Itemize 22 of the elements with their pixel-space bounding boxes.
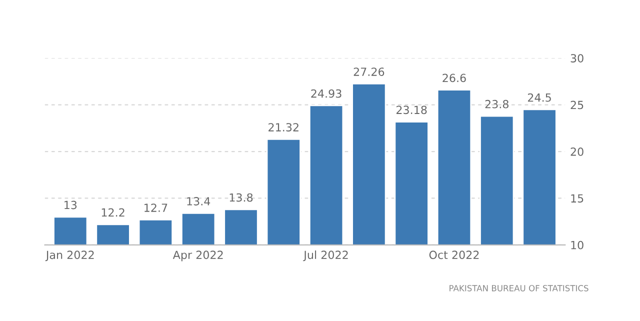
data-label: 13.8: [230, 193, 253, 202]
data-label: 24.93: [311, 89, 342, 98]
data-label: 23.18: [396, 106, 427, 114]
y-tick-label: 15: [571, 194, 584, 203]
y-tick-label: 25: [570, 100, 584, 110]
data-label: 13: [64, 200, 77, 210]
data-label: 12.2: [102, 208, 124, 217]
data-label: 26.6: [442, 74, 466, 82]
x-tick-label: Jan 2022: [45, 250, 94, 262]
data-label: 27.26: [354, 68, 384, 76]
y-tick-label: 30: [570, 54, 584, 62]
text: PAKISTAN BUREAU OF STATISTICS: [450, 285, 588, 292]
y-tick-label: 20: [570, 147, 584, 156]
x-tick-label: Oct 2022: [429, 250, 479, 260]
x-tick-label: Apr 2022: [172, 250, 223, 262]
y-tick-label: 10: [571, 240, 584, 250]
data-label: 24.5: [528, 93, 551, 102]
data-label: 12.7: [144, 204, 168, 212]
data-label: 21.32: [268, 123, 298, 132]
x-tick-label: Jul 2022: [303, 250, 348, 262]
data-label: 13.4: [187, 197, 210, 206]
data-label: 23.8: [485, 100, 508, 108]
